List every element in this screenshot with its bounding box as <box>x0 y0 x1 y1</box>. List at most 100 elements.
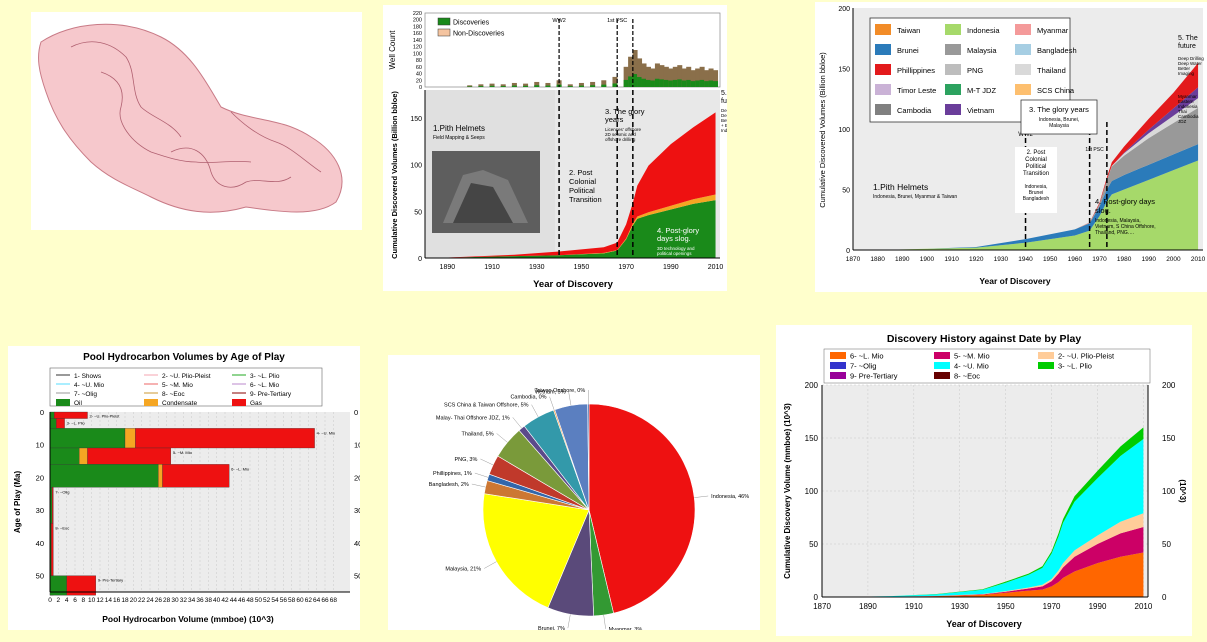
well-count-bar <box>601 80 607 87</box>
pie-leader-line <box>471 483 486 488</box>
pool-legend: 1- Shows 2- ~U. Plio-Pleist 3- ~L. Plio 4- … <box>56 373 292 407</box>
pool-ytick: 0 <box>40 408 44 417</box>
pool-bar-gas <box>135 428 315 449</box>
pie-leader-line <box>474 472 489 478</box>
pool-bar-label: 9- Pre-Tertiary <box>98 578 123 583</box>
pool-ytick-right: 30 <box>354 506 360 515</box>
pie-label: Taiwan Onshore, 0% <box>534 388 585 394</box>
well-count-bar <box>690 70 696 87</box>
pool-xtick: 6 <box>73 597 77 604</box>
country-ytick: 100 <box>838 127 850 134</box>
discovery-count-bar <box>677 79 683 87</box>
legend-swatch <box>875 64 891 75</box>
pool-xtick: 42 <box>221 597 229 604</box>
country-area-chart: 0 50 100 150 200 1870 1880 1890 1900 1910 1920 1930… <box>818 6 1206 286</box>
play-xtick: 1910 <box>905 602 923 611</box>
pool-ytick-right: 10 <box>354 441 360 450</box>
play-legend-swatch <box>830 362 846 369</box>
play-legend-swatch <box>1038 362 1054 369</box>
pool-xtick: 64 <box>313 597 321 604</box>
well-count-bar <box>590 81 596 87</box>
cum-xtick: 1970 <box>618 264 634 271</box>
annot-glory-years: 3. The glory years <box>605 107 645 124</box>
pool-axis-x-label: Pool Hydrocarbon Volume (mmboe) (10^3) <box>102 614 274 624</box>
discovery-count-bar <box>686 79 692 87</box>
discovery-history-chart: Discovery History against Date by Play 0… <box>783 333 1187 629</box>
series-area-0 <box>877 160 1199 250</box>
legend-swatch <box>945 24 961 35</box>
pie-leader-line <box>531 404 539 418</box>
country-xtick: 1890 <box>895 256 910 263</box>
pool-bar-gas <box>162 464 230 488</box>
legend-swatch <box>945 104 961 115</box>
legend-swatch <box>945 44 961 55</box>
play-ytick-right: 50 <box>1162 540 1171 549</box>
country-xtick: 1960 <box>1068 256 1083 263</box>
pool-volumes-panel: Pool Hydrocarbon Volumes by Age of Play … <box>8 346 360 630</box>
annot-pith-countries: Indonesia, Brunei, Myanmar & Taiwan <box>873 194 957 200</box>
cum-xtick: 1910 <box>484 264 500 271</box>
well-count-ytick: 60 <box>416 65 422 71</box>
pool-legend-swatch <box>232 399 246 406</box>
well-count-bar <box>645 66 651 87</box>
pool-ytick-right: 40 <box>354 539 360 548</box>
legend-swatch <box>875 44 891 55</box>
play-ytick: 200 <box>805 381 819 390</box>
pie-leader-line <box>484 561 497 569</box>
series-area-2 <box>436 112 716 259</box>
pie-chart-panel: Indonesia, 46% Myanmar, 3% Brunei, 7% Malay… <box>388 355 760 630</box>
pool-xtick: 40 <box>213 597 221 604</box>
well-count-ytick: 200 <box>413 18 422 24</box>
pool-ytick: 20 <box>36 473 44 482</box>
pool-bar-gas <box>66 575 96 596</box>
well-count-bar <box>556 80 562 87</box>
pool-ytick: 30 <box>36 506 44 515</box>
legend-item-scs-china: SCS China <box>1037 86 1075 95</box>
well-count-bar <box>695 68 701 87</box>
well-count-ytick: 0 <box>419 85 422 91</box>
pool-legend-item: 4- ~U. Mio <box>74 382 105 389</box>
play-legend-box <box>823 348 1151 384</box>
discovery-count-bar <box>578 85 584 87</box>
annot-3d-technology: 3D technology and political openings <box>657 246 695 256</box>
pool-bar-oil <box>49 464 159 488</box>
cum-xtick: 1950 <box>574 264 590 271</box>
pool-bar-gas <box>51 487 54 524</box>
pie-label: PNG, 3% <box>454 457 477 463</box>
pool-xtick: 50 <box>255 597 263 604</box>
legend-swatch <box>945 84 961 95</box>
well-count-bar <box>637 58 643 87</box>
country-xtick: 1990 <box>1142 256 1157 263</box>
play-legend-swatch <box>934 372 950 379</box>
annot-post-colonial: 2. Post Colonial Political Transition <box>569 168 602 204</box>
play-xtick: 2010 <box>1135 602 1153 611</box>
well-count-bar <box>567 84 573 87</box>
play-legend-swatch <box>830 372 846 379</box>
discovery-count-bar <box>699 79 705 87</box>
pie-label: Bangladesh, 2% <box>429 482 469 488</box>
pool-legend-swatch <box>56 399 70 406</box>
pool-bar-oil <box>49 418 57 429</box>
play-ytick: 100 <box>805 487 819 496</box>
discovery-count-bar <box>500 86 506 87</box>
pool-legend-item: 6- ~L. Mio <box>250 382 279 389</box>
country-xtick: 2010 <box>1191 256 1206 263</box>
play-legend-item: 2- ~U. Plio-Pleist <box>1058 352 1115 361</box>
cum-xtick: 1930 <box>529 264 545 271</box>
discovery-count-bar <box>567 86 573 87</box>
pool-xtick: 32 <box>180 597 188 604</box>
country-xtick: 1950 <box>1043 256 1058 263</box>
discovery-count-bar <box>545 85 551 87</box>
pool-xtick: 22 <box>138 597 146 604</box>
play-ytick: 150 <box>805 434 819 443</box>
pool-bar-gas <box>56 418 65 429</box>
pie-label: Malay- Thai Offshore JDZ, 1% <box>436 415 510 421</box>
country-xtick: 1870 <box>846 256 861 263</box>
pool-xtick: 66 <box>321 597 329 604</box>
legend-item-bangladesh: Bangladesh <box>1037 46 1077 55</box>
pool-bar-gas <box>87 447 171 465</box>
annot-post-colonial-country: 2. Post Colonial Political Transition <box>1023 150 1049 177</box>
pie-label: Cambodia, 0% <box>510 395 546 401</box>
legend-swatch <box>875 84 891 95</box>
country-annot-psc: 1st PSC <box>1085 147 1104 153</box>
